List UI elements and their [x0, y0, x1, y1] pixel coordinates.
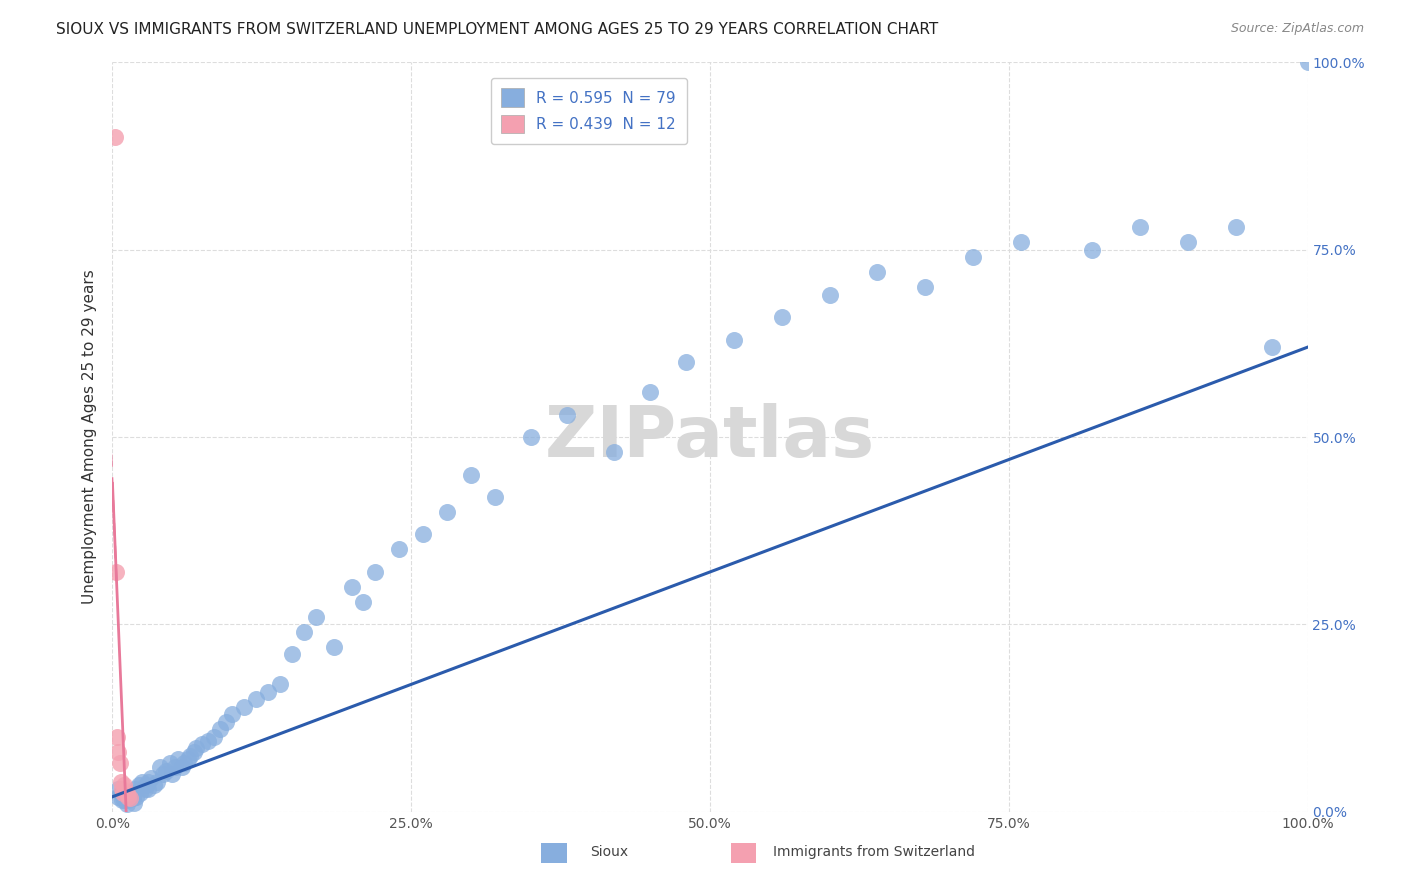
Point [143, 779, 166, 793]
Point [322, 640, 344, 654]
Point [129, 786, 152, 800]
Point [114, 786, 135, 800]
Point [155, 764, 177, 778]
Point [138, 782, 160, 797]
Point [202, 730, 225, 744]
Point [105, 565, 128, 579]
Point [352, 595, 374, 609]
Point [122, 796, 145, 810]
Point [179, 748, 201, 763]
Point [914, 280, 936, 294]
Point [412, 527, 434, 541]
Point [125, 789, 148, 804]
Point [134, 782, 156, 797]
Point [340, 580, 363, 594]
Point [152, 767, 174, 781]
Point [138, 774, 160, 789]
Point [245, 692, 267, 706]
Point [115, 786, 138, 800]
Point [640, 385, 662, 400]
Point [114, 779, 135, 793]
Point [191, 737, 214, 751]
Point [115, 797, 138, 812]
Text: SIOUX VS IMMIGRANTS FROM SWITZERLAND UNEMPLOYMENT AMONG AGES 25 TO 29 YEARS CORR: SIOUX VS IMMIGRANTS FROM SWITZERLAND UNE… [56, 22, 938, 37]
Point [170, 760, 193, 774]
Point [111, 782, 134, 797]
Point [107, 789, 129, 804]
Point [866, 265, 889, 279]
Point [112, 789, 135, 804]
Point [723, 333, 745, 347]
Point [110, 774, 132, 789]
Point [1177, 235, 1199, 250]
Point [105, 730, 128, 744]
Point [281, 648, 304, 662]
Point [221, 707, 243, 722]
Y-axis label: Unemployment Among Ages 25 to 29 years: Unemployment Among Ages 25 to 29 years [82, 269, 97, 605]
Point [131, 774, 153, 789]
Point [183, 745, 205, 759]
Point [215, 714, 238, 729]
Point [1261, 340, 1284, 354]
Point [209, 723, 232, 737]
Point [770, 310, 793, 325]
Point [675, 355, 697, 369]
Point [962, 250, 984, 264]
Point [121, 791, 143, 805]
Point [484, 490, 506, 504]
Point [269, 677, 291, 691]
Point [603, 445, 626, 459]
Point [364, 565, 387, 579]
Point [388, 542, 411, 557]
Point [112, 786, 135, 800]
Point [104, 130, 127, 145]
Point [120, 791, 142, 805]
Point [173, 756, 195, 770]
Point [162, 767, 183, 781]
Point [149, 760, 172, 774]
Point [1129, 220, 1152, 235]
Text: ZIPatlas: ZIPatlas [546, 402, 875, 472]
Point [186, 741, 208, 756]
Point [197, 733, 219, 747]
Point [163, 760, 186, 774]
Point [139, 771, 162, 785]
Point [436, 505, 458, 519]
Point [114, 793, 135, 807]
Point [1296, 55, 1319, 70]
Point [1010, 235, 1032, 250]
Point [1225, 220, 1247, 235]
Point [177, 752, 200, 766]
Text: Sioux: Sioux [591, 845, 628, 859]
Text: Source: ZipAtlas.com: Source: ZipAtlas.com [1230, 22, 1364, 36]
Point [117, 789, 139, 804]
Point [110, 786, 132, 800]
Point [124, 782, 146, 797]
Point [128, 779, 150, 793]
Point [1081, 243, 1104, 257]
Point [121, 786, 143, 800]
Point [117, 793, 139, 807]
Point [555, 408, 578, 422]
Point [145, 774, 167, 789]
Point [117, 789, 139, 804]
Point [107, 782, 129, 797]
Point [120, 789, 142, 804]
Point [520, 430, 543, 444]
Point [305, 610, 328, 624]
Legend: R = 0.595  N = 79, R = 0.439  N = 12: R = 0.595 N = 79, R = 0.439 N = 12 [491, 78, 686, 144]
Point [818, 287, 841, 301]
Point [159, 756, 181, 770]
Point [135, 779, 157, 793]
Text: Immigrants from Switzerland: Immigrants from Switzerland [773, 845, 976, 859]
Point [111, 793, 134, 807]
Point [233, 699, 256, 714]
Point [257, 685, 280, 699]
Point [108, 756, 131, 770]
Point [292, 624, 315, 639]
Point [460, 467, 482, 482]
Point [107, 745, 129, 759]
Point [167, 752, 190, 766]
